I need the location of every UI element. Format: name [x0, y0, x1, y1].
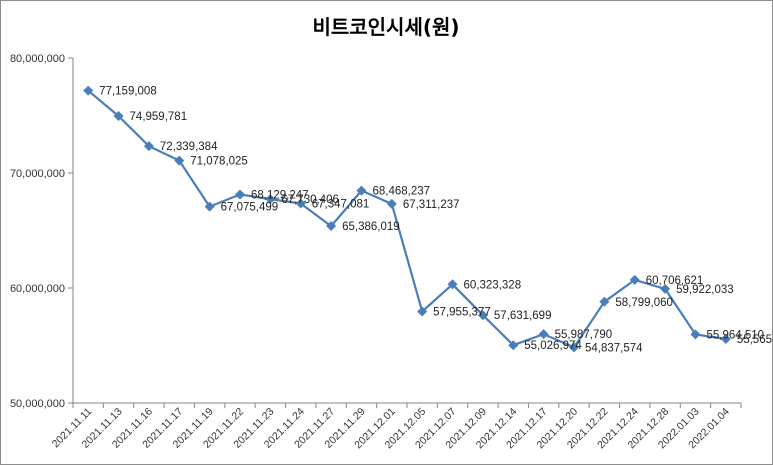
data-point-marker — [265, 194, 276, 205]
data-point-marker — [356, 185, 367, 196]
y-tick-label: 80,000,000 — [10, 53, 65, 65]
data-point-marker — [174, 155, 185, 166]
chart-title: 비트코인시세(원) — [312, 15, 459, 39]
data-point-marker — [386, 198, 397, 209]
data-point-marker — [660, 283, 671, 294]
y-tick-label: 50,000,000 — [10, 398, 65, 410]
data-label: 71,078,025 — [190, 156, 248, 168]
data-label: 68,129,247 — [251, 190, 309, 202]
data-label: 65,386,019 — [342, 221, 400, 233]
data-point-marker — [295, 198, 306, 209]
y-tick-label: 70,000,000 — [10, 168, 65, 180]
data-label: 55,964,510 — [706, 329, 764, 341]
data-label: 74,959,781 — [130, 111, 188, 123]
data-point-marker — [569, 342, 579, 353]
plot-area: 77,159,008 74,959,781 72,339,384 71,078,025… — [83, 85, 773, 354]
data-label: 68,468,237 — [372, 186, 430, 198]
y-tick-label: 60,000,000 — [10, 283, 65, 295]
data-point-marker — [629, 274, 640, 285]
data-label: 60,706,621 — [646, 275, 704, 287]
data-label: 67,311,237 — [403, 199, 460, 211]
data-point-marker — [508, 340, 519, 351]
x-axis: 2021.11.112021.11.132021.11.162021.11.17… — [50, 402, 742, 451]
data-point-marker — [83, 85, 94, 96]
data-label: 67,730,406 — [281, 194, 339, 206]
data-point-marker — [690, 329, 701, 340]
data-label: 72,339,384 — [160, 141, 218, 153]
data-point-marker — [447, 279, 458, 290]
data-point-marker — [113, 110, 124, 121]
data-label: 55,987,790 — [555, 329, 613, 341]
data-point-marker — [326, 221, 337, 232]
data-label: 57,955,377 — [433, 307, 491, 319]
data-label: 67,075,499 — [221, 202, 279, 214]
data-label: 59,922,033 — [676, 284, 734, 296]
data-point-marker — [538, 329, 549, 340]
data-label: 55,565,473 — [737, 334, 773, 346]
data-label: 57,631,699 — [494, 310, 552, 322]
data-point-marker — [143, 141, 154, 152]
data-point-marker — [417, 306, 428, 317]
data-label: 77,159,008 — [99, 86, 157, 98]
data-point-marker — [204, 201, 215, 212]
data-point-marker — [720, 333, 731, 344]
data-label: 60,323,328 — [464, 279, 522, 291]
data-label: 54,837,574 — [585, 342, 643, 354]
series-line — [87, 89, 726, 349]
y-axis: 80,000,000 70,000,000 60,000,000 50,000,000 — [10, 53, 74, 410]
data-point-marker — [235, 189, 245, 200]
data-label: 67,347,081 — [312, 199, 370, 211]
data-label: 58,799,060 — [615, 297, 673, 309]
data-point-marker — [477, 310, 488, 321]
data-label: 55,026,974 — [524, 340, 582, 352]
data-point-marker — [599, 296, 610, 307]
